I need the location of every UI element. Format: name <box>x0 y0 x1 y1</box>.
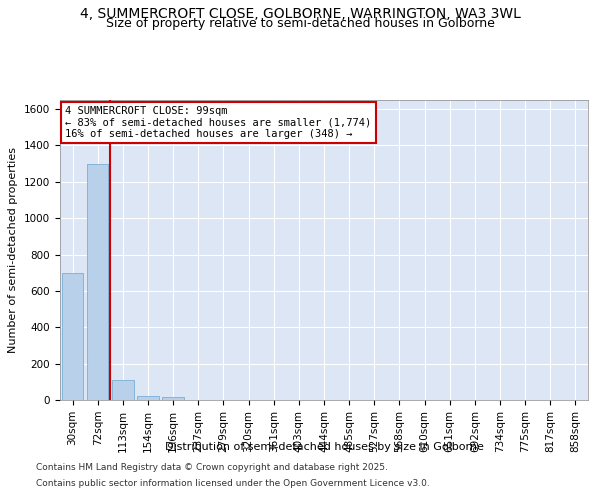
Bar <box>163 398 184 400</box>
Bar <box>62 272 83 400</box>
Text: 4 SUMMERCROFT CLOSE: 99sqm
← 83% of semi-detached houses are smaller (1,774)
16%: 4 SUMMERCROFT CLOSE: 99sqm ← 83% of semi… <box>65 106 371 139</box>
Text: Contains public sector information licensed under the Open Government Licence v3: Contains public sector information licen… <box>36 478 430 488</box>
Text: Distribution of semi-detached houses by size in Golborne: Distribution of semi-detached houses by … <box>164 442 484 452</box>
Text: Contains HM Land Registry data © Crown copyright and database right 2025.: Contains HM Land Registry data © Crown c… <box>36 464 388 472</box>
Bar <box>87 164 109 400</box>
Text: Size of property relative to semi-detached houses in Golborne: Size of property relative to semi-detach… <box>106 18 494 30</box>
Y-axis label: Number of semi-detached properties: Number of semi-detached properties <box>8 147 19 353</box>
Bar <box>112 380 134 400</box>
Text: 4, SUMMERCROFT CLOSE, GOLBORNE, WARRINGTON, WA3 3WL: 4, SUMMERCROFT CLOSE, GOLBORNE, WARRINGT… <box>80 8 520 22</box>
Bar <box>137 396 158 400</box>
